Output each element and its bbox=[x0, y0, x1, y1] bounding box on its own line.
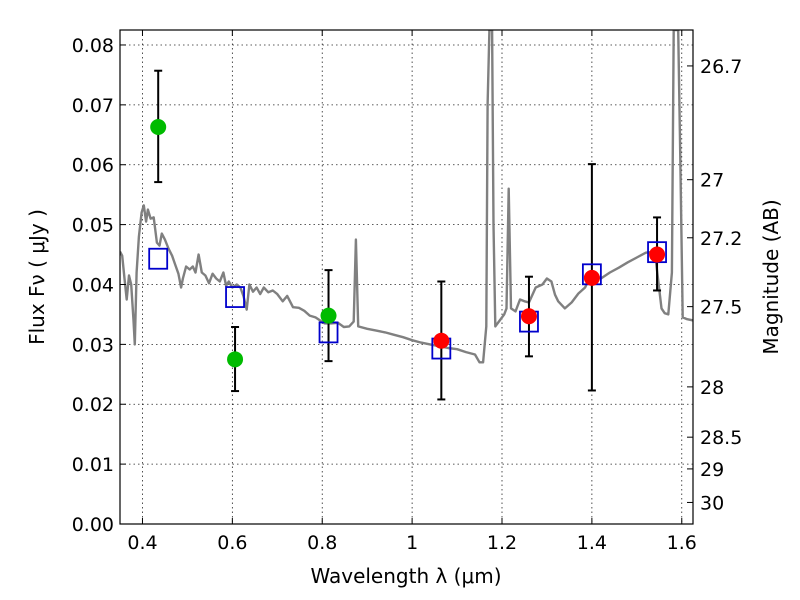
plot-frame bbox=[119, 29, 694, 525]
y-tick-label: 0.06 bbox=[72, 155, 114, 177]
green-data-point bbox=[150, 119, 167, 136]
y-tick-label: 0.00 bbox=[72, 514, 114, 536]
right-tick-label: 30 bbox=[700, 492, 724, 514]
right-axis-label: Magnitude (AB) bbox=[759, 199, 783, 354]
x-tick-label: 1.4 bbox=[577, 532, 607, 554]
y-tick-label: 0.01 bbox=[72, 454, 114, 476]
x-tick-label: 0.4 bbox=[127, 532, 157, 554]
model-flux-square bbox=[225, 286, 245, 308]
y-tick-label: 0.02 bbox=[72, 394, 114, 416]
right-tick-label: 29 bbox=[700, 459, 724, 481]
y-axis-label: Flux Fν ( μJy ) bbox=[25, 209, 49, 345]
right-tick-label: 28 bbox=[700, 377, 724, 399]
y-tick-label: 0.05 bbox=[72, 215, 114, 237]
red-data-point bbox=[649, 246, 666, 263]
x-tick-label: 1 bbox=[406, 532, 418, 554]
right-tick-label: 26.7 bbox=[700, 56, 742, 78]
right-tick-label: 27.2 bbox=[700, 228, 742, 250]
x-tick-label: 1.6 bbox=[667, 532, 697, 554]
right-tick-label: 28.5 bbox=[700, 427, 742, 449]
green-data-point bbox=[320, 307, 337, 324]
x-axis-label: Wavelength λ (μm) bbox=[310, 564, 501, 588]
x-tick-label: 1.2 bbox=[487, 532, 517, 554]
model-flux-square bbox=[148, 247, 169, 270]
y-tick-label: 0.04 bbox=[72, 274, 114, 296]
tick-labels: 0.4 0.6 0.8 1 1.2 1.4 1.6 0.00 0.01 0.02 0.03 0.04 0… bbox=[72, 35, 743, 554]
right-tick-label: 27.5 bbox=[700, 297, 742, 319]
red-data-point bbox=[583, 269, 600, 286]
x-tick-label: 0.8 bbox=[307, 532, 337, 554]
observed-points bbox=[150, 119, 666, 368]
red-data-point bbox=[520, 308, 537, 325]
y-tick-label: 0.07 bbox=[72, 95, 114, 117]
x-tick-label: 0.6 bbox=[217, 532, 247, 554]
y-tick-label: 0.03 bbox=[72, 334, 114, 356]
red-data-point bbox=[433, 332, 450, 349]
axis-ticks bbox=[120, 30, 693, 525]
y-tick-label: 0.08 bbox=[72, 35, 114, 57]
right-tick-label: 27 bbox=[700, 170, 724, 192]
green-data-point bbox=[227, 351, 244, 368]
